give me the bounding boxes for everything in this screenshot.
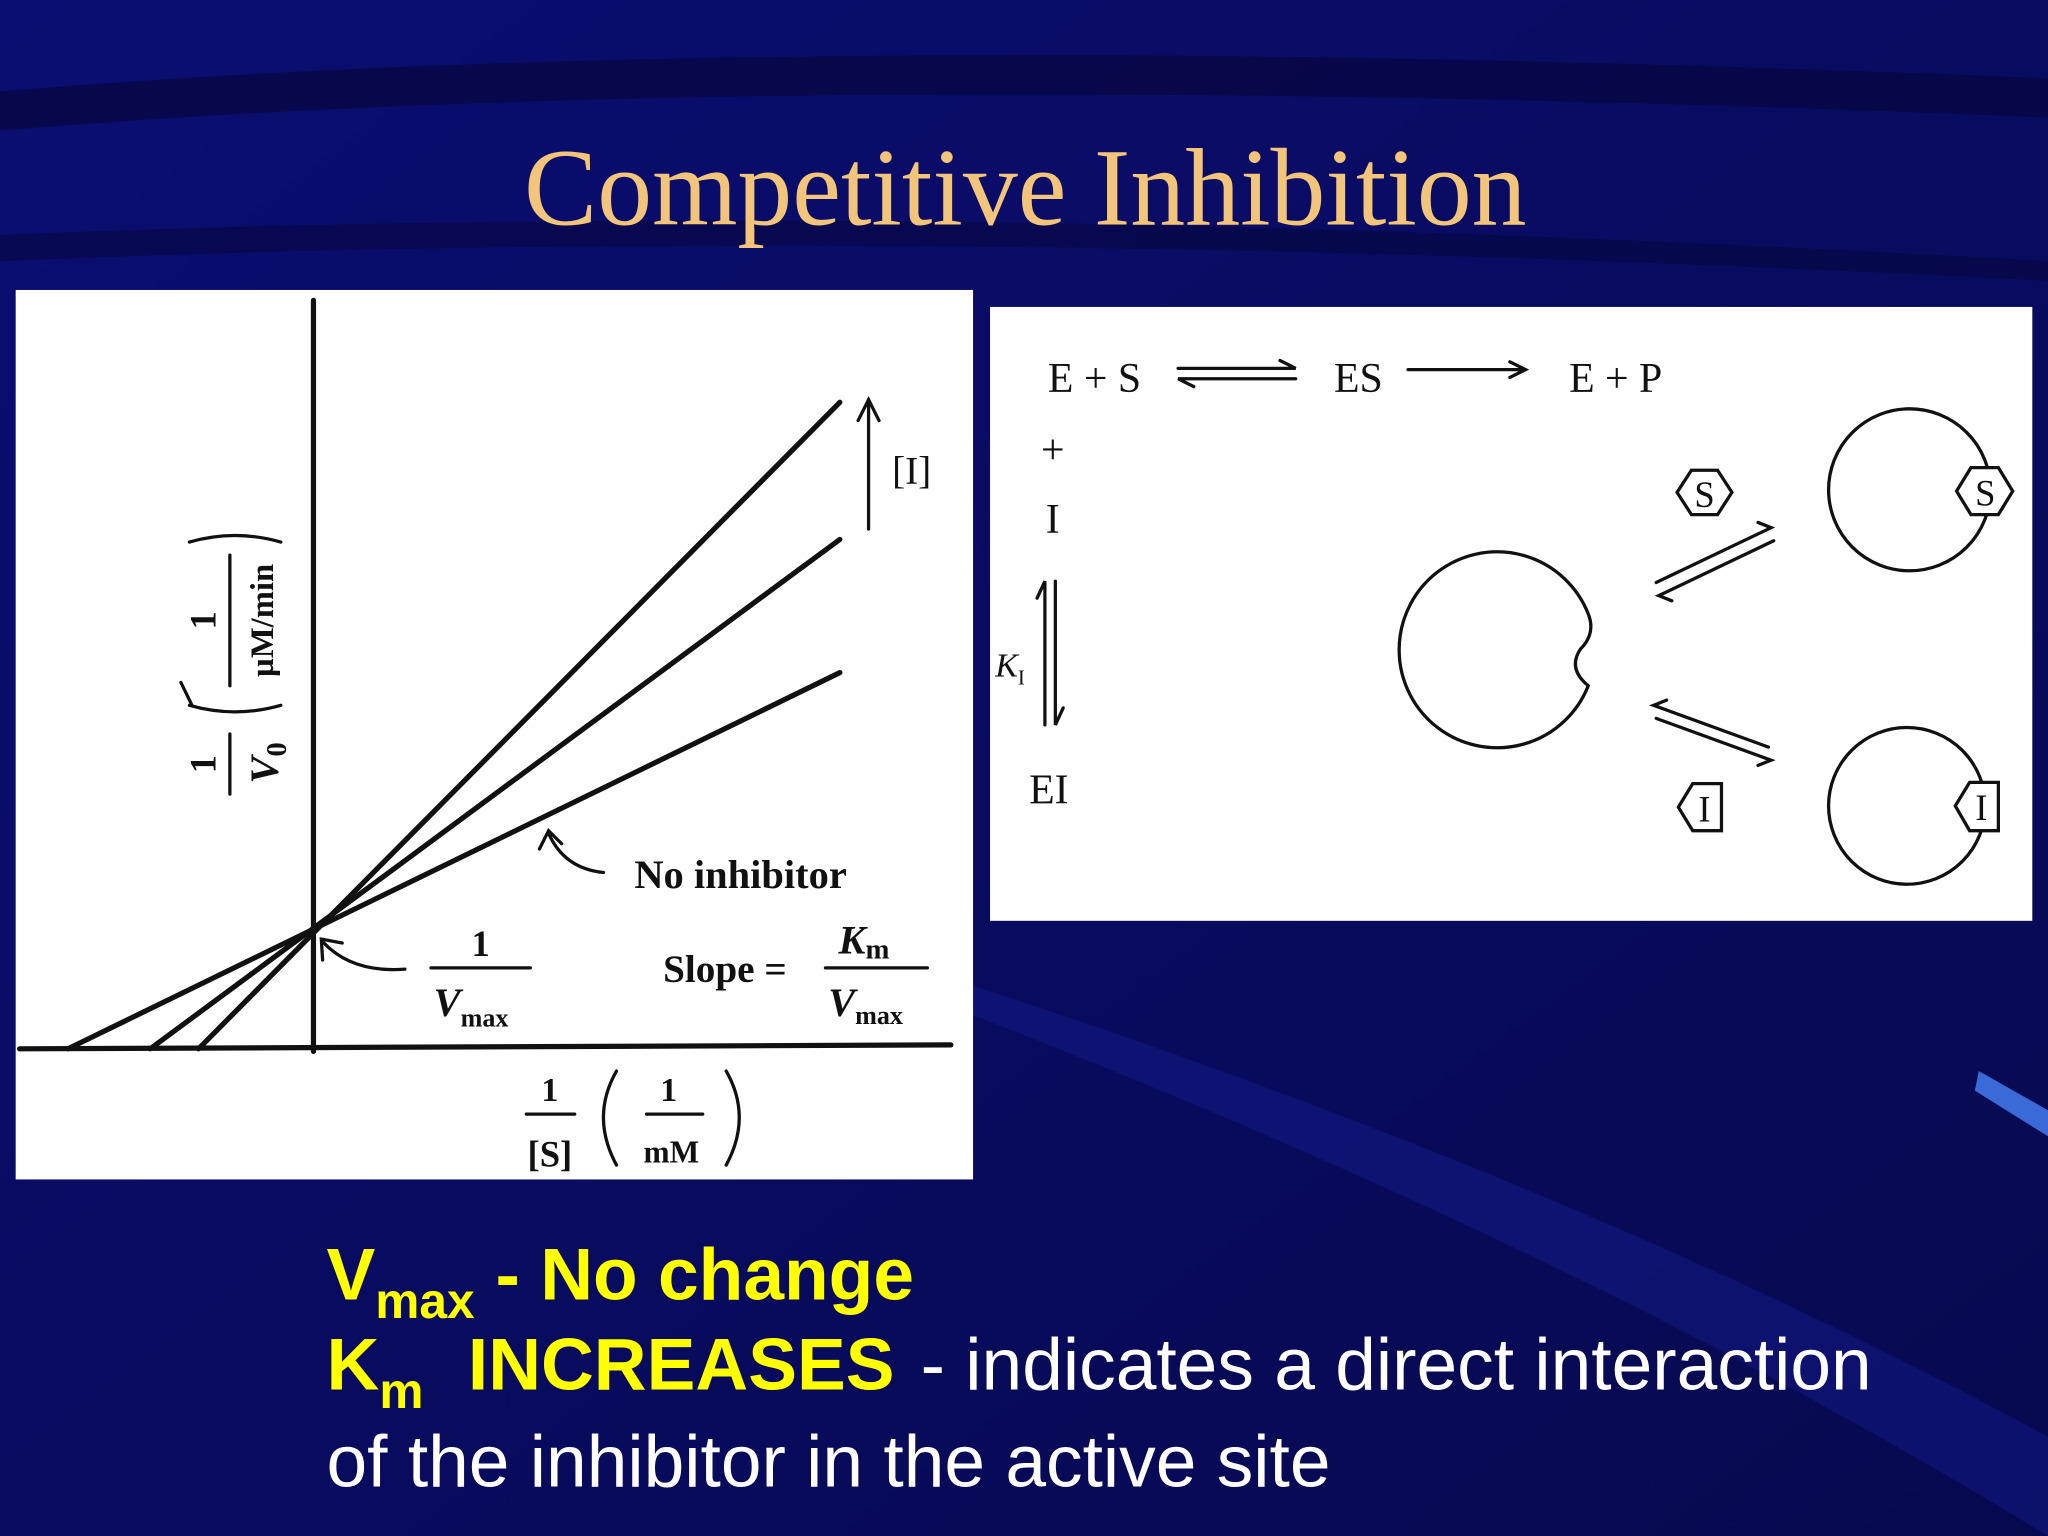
bound-inhibitor: I <box>1975 787 1987 828</box>
reaction-species: E + P <box>1569 356 1662 402</box>
bound-inhibitor-shape <box>1953 780 2000 833</box>
parenthesis <box>179 681 283 714</box>
symbol: K <box>994 648 1020 685</box>
symbol: V <box>828 980 858 1025</box>
reaction-species: ES <box>1334 356 1383 402</box>
substrate-tag: S <box>1694 474 1714 515</box>
y-label: 1 V0 1 µM/min <box>179 533 293 796</box>
background-band <box>0 220 2048 281</box>
inhibitor-label: [I] <box>892 449 931 492</box>
background-accent <box>1974 1071 2048 1137</box>
y-unit-denominator: µM/min <box>245 564 281 677</box>
x-label-denominator: [S] <box>528 1133 573 1174</box>
plus-sign: + <box>1041 428 1065 474</box>
subscript: m <box>866 934 890 966</box>
intercept-arrow <box>319 937 407 972</box>
slide-title: Competitive Inhibition <box>524 127 1527 249</box>
bound-substrate: S <box>1975 472 1995 513</box>
x-label-numerator: 1 <box>541 1072 558 1109</box>
intercept-numerator: 1 <box>472 923 490 964</box>
slope-label: Slope = <box>663 948 787 991</box>
symbol: V <box>327 1235 376 1316</box>
subscript: max <box>461 1004 509 1033</box>
parenthesis <box>724 1069 741 1167</box>
inhibitor: I <box>1046 497 1060 543</box>
x-unit-numerator: 1 <box>660 1072 677 1109</box>
inhibitor-shape <box>1676 782 1724 833</box>
equilibrium-arrow <box>1654 520 1776 603</box>
subscript: 0 <box>261 742 293 756</box>
subscript: max <box>855 1001 903 1030</box>
inhibitor-arrowhead <box>856 396 881 423</box>
note-text: - indicates a direct interaction <box>921 1325 1872 1406</box>
subscript: m <box>379 1363 423 1419</box>
background-band <box>914 966 2048 1536</box>
symbol: V <box>434 980 464 1025</box>
constant: KI <box>994 648 1025 690</box>
line-label: No inhibitor <box>634 852 847 897</box>
note-text: - No change <box>496 1235 914 1316</box>
y-label-numerator: 1 <box>183 755 224 773</box>
equilibrium-arrow <box>1648 698 1776 768</box>
slope-numerator: Km <box>838 917 890 965</box>
label-arrow <box>537 827 606 875</box>
x-axis <box>16 1042 954 1052</box>
scheme-panel: E + S ES E + P + I KI EI S I S I <box>990 306 2033 921</box>
symbol: V <box>242 754 287 784</box>
slope-denominator: Vmax <box>828 980 903 1030</box>
note: of the inhibitor in the active site <box>327 1421 1331 1502</box>
plot-panel: [I] No inhibitor 1 Vmax Slope = Km Vmax … <box>15 289 974 1180</box>
reaction-arrow <box>1406 360 1530 380</box>
symbol: K <box>327 1325 380 1406</box>
x-unit-denominator: mM <box>644 1134 700 1169</box>
substrate-shape <box>1675 468 1734 517</box>
intercept-denominator: Vmax <box>434 980 509 1032</box>
parenthesis <box>601 1069 619 1167</box>
subscript: max <box>375 1273 475 1329</box>
subscript: I <box>1018 665 1025 689</box>
bound-substrate-shape <box>1954 465 2015 517</box>
y-unit-numerator: 1 <box>183 611 224 629</box>
inhibitor-tag: I <box>1698 789 1710 830</box>
note: Km INCREASES - indicates a direct interact… <box>327 1325 1872 1419</box>
note: Vmax - No change <box>327 1235 914 1329</box>
emphasis: INCREASES <box>468 1325 895 1406</box>
symbol: K <box>838 917 869 962</box>
scheme-background <box>990 306 2033 921</box>
y-label-denominator: V0 <box>242 742 293 783</box>
equilibrium-arrow <box>1176 358 1298 389</box>
parenthesis <box>187 533 283 544</box>
background-band <box>0 55 2048 131</box>
plot-line <box>147 536 843 1052</box>
complex: EI <box>1029 767 1068 813</box>
equilibrium-arrow <box>1035 579 1065 727</box>
enzyme <box>1397 550 1593 750</box>
plot-line <box>195 399 843 1052</box>
plot-line <box>65 670 843 1052</box>
reaction-species: E + S <box>1048 356 1141 402</box>
